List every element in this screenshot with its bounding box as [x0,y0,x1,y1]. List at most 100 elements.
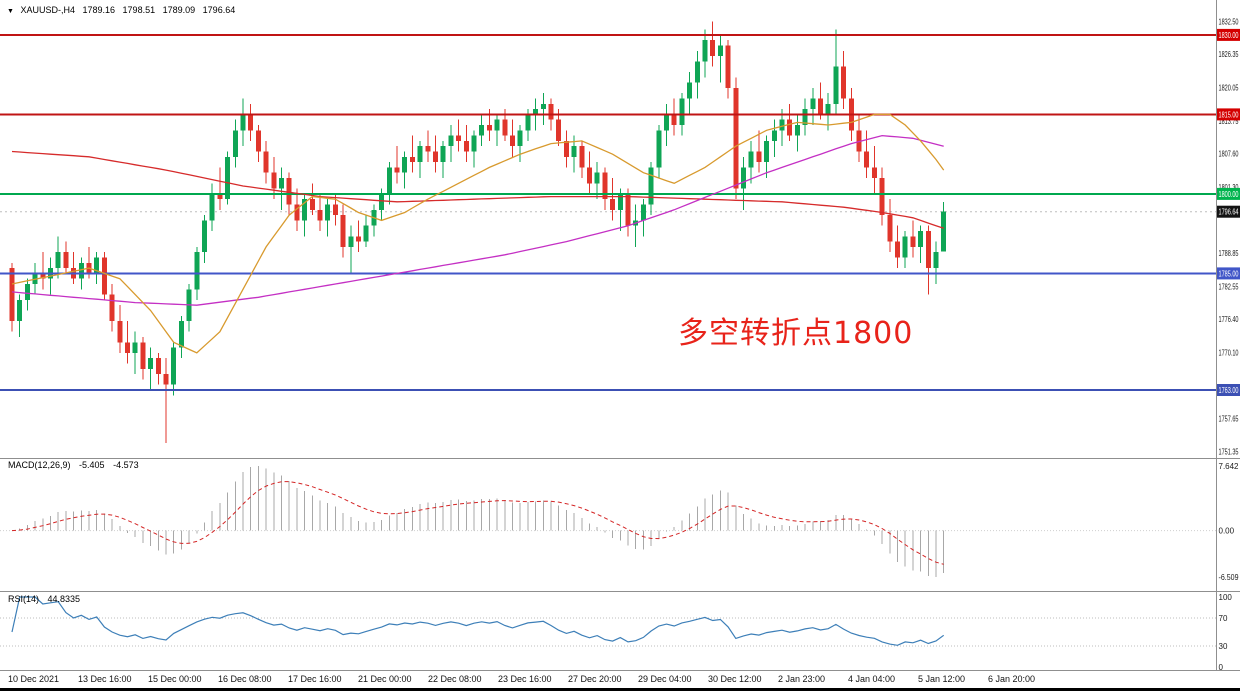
candle[interactable] [656,125,662,178]
candle[interactable] [356,220,361,253]
candle[interactable] [617,188,623,231]
candle[interactable] [63,241,69,274]
candle[interactable] [17,294,23,337]
candle[interactable] [633,204,639,247]
candle[interactable] [671,98,677,136]
candle[interactable] [864,130,870,178]
candle[interactable] [125,321,130,364]
candle[interactable] [386,162,392,205]
candle[interactable] [787,103,793,141]
candle[interactable] [101,252,107,300]
candle[interactable] [856,114,862,163]
candle[interactable] [340,204,346,258]
candle[interactable] [756,130,762,173]
candle[interactable] [871,146,877,194]
candle[interactable] [155,352,161,385]
candle[interactable] [248,103,254,141]
candle[interactable] [902,231,908,269]
candle[interactable] [887,199,893,253]
candle[interactable] [132,331,138,375]
candle[interactable] [579,140,585,178]
candle[interactable] [910,220,916,258]
candle[interactable] [463,125,469,163]
chart-annotation-text[interactable]: 多空转折点1800 [678,316,914,351]
candle[interactable] [440,140,446,178]
candle[interactable] [540,93,546,125]
candle[interactable] [309,183,315,216]
candle[interactable] [163,358,169,443]
candle[interactable] [933,241,939,284]
candle[interactable] [94,252,100,284]
candle[interactable] [517,125,523,163]
candle[interactable] [71,252,77,284]
candle[interactable] [448,125,454,163]
candle[interactable] [717,34,723,83]
candle[interactable] [109,284,115,332]
candle[interactable] [433,135,438,173]
candle[interactable] [317,193,323,231]
candle[interactable] [625,188,631,237]
candle[interactable] [202,215,207,263]
candle[interactable] [879,167,885,226]
candle[interactable] [764,135,770,178]
candle[interactable] [409,135,415,173]
candle[interactable] [794,114,800,152]
candle[interactable] [255,125,261,163]
candle[interactable] [294,188,300,231]
candles-layer[interactable] [9,21,947,443]
candle[interactable] [733,77,739,200]
candle[interactable] [494,114,500,147]
candle[interactable] [687,72,693,115]
candle[interactable] [610,178,616,221]
candle[interactable] [702,29,708,78]
candle[interactable] [209,183,215,231]
candle[interactable] [140,337,146,380]
candle[interactable] [271,156,277,200]
candle[interactable] [279,167,284,210]
candle[interactable] [802,98,808,136]
candle[interactable] [833,29,839,115]
candle[interactable] [402,151,408,189]
candle[interactable] [55,236,61,279]
candle[interactable] [941,201,947,252]
candle[interactable] [363,215,369,247]
candle[interactable] [325,199,331,237]
candle[interactable] [563,130,569,168]
candle[interactable] [471,130,477,168]
candle[interactable] [748,140,754,184]
candle[interactable] [825,93,831,131]
candle[interactable] [771,119,777,157]
candle[interactable] [417,140,423,178]
candle[interactable] [895,225,900,269]
candle[interactable] [456,119,462,152]
candle[interactable] [425,130,431,163]
candle[interactable] [217,167,223,210]
candle[interactable] [171,342,177,396]
candle[interactable] [302,193,308,237]
candle[interactable] [240,98,246,147]
candle[interactable] [510,119,515,157]
candle[interactable] [664,103,669,147]
candle[interactable] [587,151,592,194]
candle[interactable] [348,225,354,274]
candle[interactable] [925,225,931,295]
candle[interactable] [918,225,924,263]
candle[interactable] [178,315,184,359]
candle[interactable] [841,50,847,110]
candle[interactable] [232,119,238,168]
candle[interactable] [694,50,700,99]
candle[interactable] [40,252,46,290]
candle[interactable] [648,162,654,216]
candle[interactable] [186,284,192,332]
collapse-arrow-icon[interactable]: ▼ [7,8,14,15]
candle[interactable] [263,140,269,184]
candle[interactable] [725,40,731,99]
candle[interactable] [602,167,608,210]
candle[interactable] [394,146,400,184]
candle[interactable] [810,87,816,125]
candle[interactable] [640,199,646,237]
candle[interactable] [117,305,123,353]
candle[interactable] [148,347,154,390]
candle[interactable] [24,278,30,311]
